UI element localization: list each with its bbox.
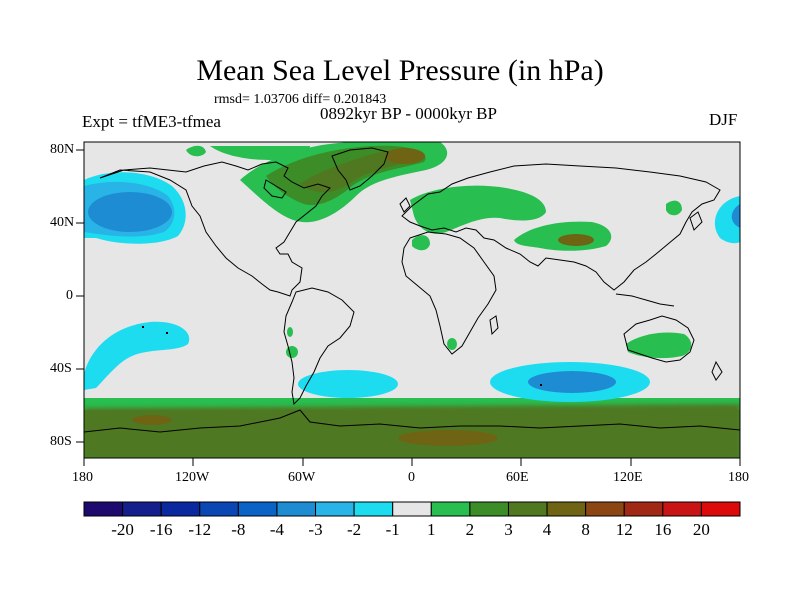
colorbar-label: -4 [269, 520, 285, 539]
eurasia-high [410, 185, 546, 234]
coast-antarctica [84, 409, 740, 433]
colorbar-swatch [199, 501, 239, 517]
lon-label-180-east: 180 [728, 470, 749, 485]
season-label: DJF [709, 110, 738, 129]
coastlines [84, 147, 740, 433]
coast-uk [399, 197, 411, 213]
east-asia-high [666, 200, 682, 216]
lon-label-60e: 60E [506, 470, 529, 485]
lon-label-0: 0 [408, 470, 415, 485]
map-ticks [76, 149, 741, 466]
nw-atlantic-east-low [714, 196, 740, 244]
colorbar-label: -20 [111, 520, 134, 539]
nw-atlantic-east-core [731, 204, 740, 228]
colorbar-label: 2 [465, 520, 475, 539]
band-level-8-west [132, 415, 172, 425]
stats-text: rmsd= 1.03706 diff= 0.201843 [214, 92, 387, 107]
colorbar-swatch [662, 501, 702, 517]
south-africa-blob [447, 338, 457, 350]
colorbar-swatch [700, 501, 741, 517]
coast-australia [623, 315, 695, 363]
colorbar-label: 8 [581, 520, 590, 539]
colorbar-swatch [353, 501, 394, 517]
lat-label-40n: 40N [50, 215, 75, 230]
australia-high [626, 332, 692, 359]
south-america-blob [286, 346, 298, 358]
coast-madagascar [489, 315, 499, 336]
colorbar-swatch [585, 501, 625, 517]
south-pacific-low [84, 321, 190, 390]
coast-hudson-bay [263, 179, 287, 199]
coast-new-zealand [711, 360, 723, 381]
colorbar-swatch [122, 501, 162, 517]
arctic-canada-high [210, 146, 310, 160]
colorbar-label: -8 [231, 520, 246, 539]
north-atlantic-high-core [300, 150, 415, 193]
map-panel [84, 142, 740, 458]
lat-label-80s: 80S [50, 434, 72, 449]
coast-indonesia [615, 293, 675, 307]
colorbar-label: -1 [385, 520, 400, 539]
north-america-blob [287, 327, 293, 337]
colorbar-label: 4 [542, 520, 552, 539]
colorbar-swatch [276, 501, 317, 517]
coast-japan [689, 211, 703, 231]
colorbar-label: 12 [615, 520, 633, 539]
colorbar [83, 501, 741, 517]
negative-anomalies [84, 172, 740, 402]
colorbar-swatch [160, 501, 201, 517]
southern-pressure-band [84, 398, 740, 458]
tibet-high-core [558, 234, 594, 246]
experiment-label: Expt = tfME3-tfmea [82, 112, 221, 131]
north-africa-high [412, 235, 430, 251]
colorbar-label: -12 [188, 520, 212, 539]
band-level-4 [84, 404, 740, 458]
lon-label-180-west: 180 [72, 470, 93, 485]
coast-europe-asia [401, 163, 721, 291]
colorbar-label: 16 [654, 520, 672, 539]
colorbar-swatch [546, 501, 587, 517]
coast-greenland [331, 147, 389, 191]
positive-anomalies [186, 142, 692, 359]
lat-label-40s: 40S [50, 361, 72, 376]
colorbar-label: 3 [504, 520, 513, 539]
colorbar-swatch [623, 501, 664, 517]
south-atlantic-low [298, 370, 398, 398]
colorbar-swatch [315, 501, 355, 517]
north-pacific-low-core [88, 192, 172, 232]
coast-south-america [283, 287, 355, 406]
colorbar-label: 20 [692, 520, 710, 539]
colorbar-swatch [83, 501, 124, 517]
lake-spots [142, 326, 542, 386]
south-indian-low-core [528, 371, 616, 393]
colorbar-swatch [237, 501, 278, 517]
coast-north-america [99, 161, 331, 297]
arctic-high-west [186, 145, 206, 157]
lon-label-60w: 60W [288, 470, 316, 485]
colorbar-swatch [469, 501, 509, 517]
colorbar-swatch [392, 501, 432, 517]
band-level-8-east [398, 430, 498, 446]
colorbar-label: -16 [149, 520, 173, 539]
colorbar-label: 1 [427, 520, 436, 539]
lat-label-0: 0 [66, 288, 73, 303]
period-label: 0892kyr BP - 0000kyr BP [320, 104, 497, 123]
colorbar-swatch [507, 501, 548, 517]
lon-label-120e: 120E [613, 470, 643, 485]
chart-title: Mean Sea Level Pressure (in hPa) [196, 54, 604, 87]
coast-africa [401, 231, 497, 355]
lat-label-80n: 80N [50, 142, 75, 157]
lon-label-120w: 120W [175, 470, 210, 485]
colorbar-swatch [430, 501, 471, 517]
greenland-high-4 [385, 148, 425, 164]
colorbar-label: -3 [308, 520, 323, 539]
colorbar-label: -2 [347, 520, 362, 539]
